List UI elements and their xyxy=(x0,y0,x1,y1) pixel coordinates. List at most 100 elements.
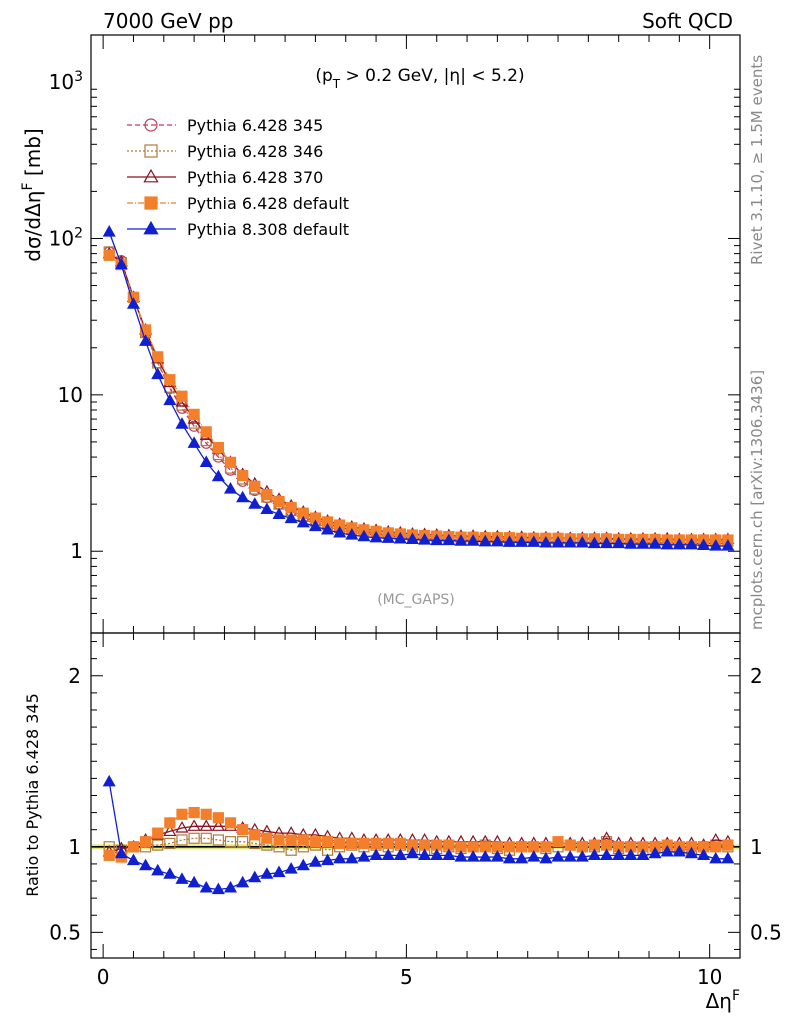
data-point xyxy=(442,533,456,546)
data-point xyxy=(175,872,189,884)
data-point xyxy=(697,538,711,550)
data-point xyxy=(237,824,249,836)
data-point xyxy=(163,824,177,837)
data-point xyxy=(587,848,601,860)
x-tick-label: 0 xyxy=(97,965,110,989)
data-point xyxy=(103,249,115,261)
data-point xyxy=(126,853,140,866)
ratio-y-tick-label: 0.5 xyxy=(49,920,81,944)
data-point xyxy=(187,819,201,831)
data-point xyxy=(697,848,711,860)
data-point xyxy=(672,537,686,550)
ratio-y-tick-label-right: 0.5 xyxy=(750,920,782,944)
data-point xyxy=(370,837,382,849)
data-point xyxy=(144,118,158,132)
data-point xyxy=(261,489,273,501)
header-left-label: 7000 GeV pp xyxy=(103,9,234,33)
data-point xyxy=(539,535,553,548)
data-point xyxy=(382,837,394,849)
data-point xyxy=(187,875,201,888)
data-point xyxy=(636,537,650,549)
data-point xyxy=(612,536,626,549)
data-point xyxy=(430,848,444,860)
data-point xyxy=(430,533,444,546)
data-point xyxy=(296,858,310,871)
series-line xyxy=(108,231,728,547)
data-point xyxy=(710,841,722,853)
data-point xyxy=(405,532,419,545)
data-point xyxy=(164,837,176,849)
data-point xyxy=(358,837,370,849)
data-point xyxy=(418,848,432,860)
main-ylabel: dσ/dΔηF​ [mb] xyxy=(20,128,45,261)
data-point xyxy=(163,393,177,406)
data-point xyxy=(321,522,335,535)
data-point xyxy=(539,851,553,864)
data-point xyxy=(502,851,517,864)
data-point xyxy=(333,851,347,864)
data-point xyxy=(564,839,576,851)
series-line xyxy=(108,254,728,541)
data-point xyxy=(103,849,115,861)
data-point xyxy=(527,535,541,547)
series-line xyxy=(109,825,728,853)
data-point xyxy=(503,841,516,853)
legend-entry: Pythia 8.308 default xyxy=(187,220,349,239)
data-point xyxy=(624,848,638,860)
data-point xyxy=(722,839,734,851)
data-point xyxy=(187,436,201,448)
data-point xyxy=(272,507,286,519)
data-point xyxy=(212,834,224,846)
data-point xyxy=(575,850,589,862)
data-point xyxy=(248,870,262,883)
data-point xyxy=(176,390,188,402)
data-point xyxy=(418,533,432,545)
data-point xyxy=(405,846,419,859)
ratio-y-tick-label-right: 2 xyxy=(750,664,763,688)
legend: Pythia 6.428 345 Pythia 6.428 346 Pythia 6… xyxy=(127,116,349,239)
legend-entry: Pythia 6.428 345 xyxy=(187,116,323,135)
data-point xyxy=(502,535,517,547)
data-point xyxy=(224,456,237,468)
data-point xyxy=(176,834,188,846)
data-point xyxy=(345,851,359,864)
data-point xyxy=(199,819,213,831)
data-point xyxy=(260,867,274,879)
data-point xyxy=(175,417,189,429)
header-right-label: Soft QCD xyxy=(642,9,733,33)
data-point xyxy=(684,846,699,859)
data-point xyxy=(563,535,577,548)
data-point xyxy=(308,519,322,532)
data-point xyxy=(345,528,359,540)
data-point xyxy=(249,829,261,841)
ratio-panel: 0.5 0.5 1 1 2 2 0 5 10 Ratio to Pythia 6.428 345 Δ… xyxy=(23,619,782,1013)
data-point xyxy=(152,839,164,851)
data-point xyxy=(369,530,383,543)
data-point xyxy=(478,850,492,862)
data-point xyxy=(321,853,335,866)
data-point xyxy=(660,844,674,857)
data-point xyxy=(334,837,346,849)
data-point xyxy=(273,495,285,508)
data-point xyxy=(516,841,528,853)
data-point xyxy=(211,469,225,482)
data-point xyxy=(164,817,176,829)
data-point xyxy=(333,525,347,538)
data-point xyxy=(636,848,650,860)
data-point xyxy=(224,817,237,829)
legend-entry: Pythia 6.428 346 xyxy=(187,142,323,161)
data-point xyxy=(127,841,140,853)
data-point xyxy=(490,534,504,547)
data-point xyxy=(648,846,662,859)
data-point xyxy=(672,844,686,857)
data-point xyxy=(466,850,480,862)
data-point xyxy=(490,850,504,862)
data-point xyxy=(551,850,565,862)
data-point xyxy=(721,851,735,864)
y-tick-label: 10 xyxy=(58,383,83,407)
data-point xyxy=(297,834,309,846)
data-point xyxy=(296,515,310,528)
legend-entry: Pythia 6.428 370 xyxy=(187,168,323,187)
data-point xyxy=(600,536,614,549)
data-point xyxy=(273,834,285,846)
